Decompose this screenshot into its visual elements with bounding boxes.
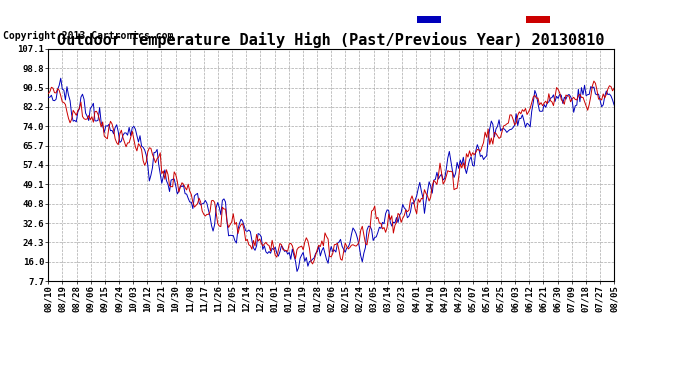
Text: Copyright 2013 Cartronics.com: Copyright 2013 Cartronics.com (3, 32, 174, 41)
Legend: Previous  (°F), Past  (°F): Previous (°F), Past (°F) (415, 13, 614, 27)
Title: Outdoor Temperature Daily High (Past/Previous Year) 20130810: Outdoor Temperature Daily High (Past/Pre… (57, 32, 605, 48)
